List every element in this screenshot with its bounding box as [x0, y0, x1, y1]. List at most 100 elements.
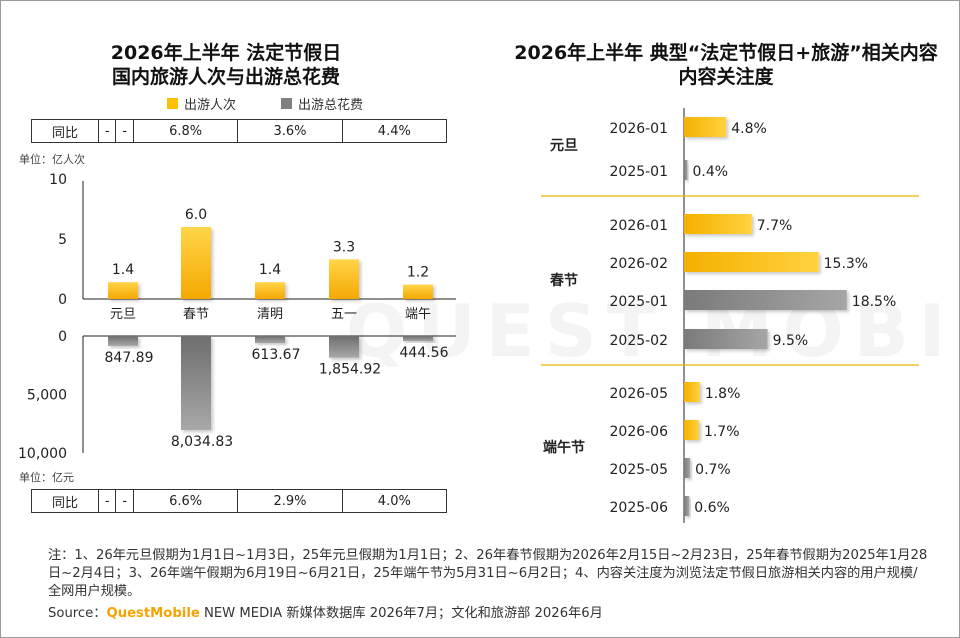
y-tick-label: 10 [49, 172, 67, 188]
bar-spend [329, 336, 359, 358]
period-label: 2025-01 [610, 164, 669, 180]
legend-swatch-trips [167, 98, 178, 109]
bar-attention [684, 329, 768, 349]
yoy-cell: 6.6% [132, 489, 239, 513]
bar-spend [108, 336, 138, 346]
source-prefix: Source： [48, 606, 107, 621]
legend-item-trips: 出游人次 [167, 94, 236, 113]
data-label-attention: 0.7% [695, 462, 731, 478]
group-label: 元旦 [550, 138, 578, 154]
watermark: QUEST MOBILE [346, 289, 959, 373]
bar-attention [684, 458, 691, 478]
y-tick-label: 0 [58, 329, 67, 345]
yoy-table-spend: 同比 - - 6.6% 2.9% 4.0% [31, 489, 448, 513]
bar-attention [684, 496, 690, 516]
yoy-cell: - [115, 119, 134, 143]
right-title-line1: 2026年上半年 典型“法定节假日+旅游”相关内容 [514, 42, 938, 64]
data-label-spend: 847.89 [105, 350, 154, 366]
period-label: 2026-05 [610, 386, 669, 402]
data-label-trips: 1.4 [259, 262, 281, 278]
source-rest: NEW MEDIA 新媒体数据库 2026年7月；文化和旅游部 2026年6月 [199, 606, 603, 621]
data-label-spend: 444.56 [400, 345, 449, 361]
bar-attention [684, 382, 700, 402]
y-tick-label: 5,000 [27, 388, 67, 404]
data-label-attention: 0.4% [693, 164, 729, 180]
data-label-spend: 8,034.83 [171, 434, 233, 450]
source-brand: QuestMobile [106, 606, 200, 621]
x-tick-label: 春节 [183, 307, 209, 322]
data-label-trips: 6.0 [185, 207, 207, 223]
legend-swatch-spend [281, 98, 292, 109]
source-line: Source：QuestMobile NEW MEDIA 新媒体数据库 2026… [48, 602, 603, 621]
bar-trips [255, 282, 285, 299]
data-label-attention: 1.7% [704, 424, 740, 440]
data-label-spend: 613.67 [252, 347, 301, 363]
legend-item-spend: 出游总花费 [281, 94, 363, 113]
bar-attention [684, 252, 819, 272]
data-label-spend: 1,854.92 [319, 362, 381, 378]
y-tick-label: 0 [58, 292, 67, 308]
x-tick-label: 端午 [405, 307, 431, 322]
left-title-line1: 2026年上半年 法定节假日 [110, 42, 342, 64]
group-label: 端午节 [543, 439, 585, 456]
legend-label-spend: 出游总花费 [298, 98, 364, 113]
period-label: 2025-02 [610, 333, 669, 349]
data-label-attention: 0.6% [694, 500, 730, 516]
period-label: 2026-02 [610, 256, 669, 272]
bar-trips [108, 282, 138, 299]
bar-trips [329, 259, 359, 299]
table-row: 同比 - - 6.6% 2.9% 4.0% [31, 489, 448, 513]
unit-label-spend: 单位：亿元 [19, 471, 74, 484]
bar-attention [684, 160, 688, 180]
x-tick-label: 元旦 [110, 307, 136, 322]
bar-spend [181, 336, 211, 431]
period-label: 2025-06 [610, 500, 669, 516]
bar-spend [403, 336, 433, 342]
left-title-line2: 国内旅游人次与出游总花费 [111, 66, 340, 88]
period-label: 2025-05 [610, 462, 669, 478]
table-row: 同比 - - 6.8% 3.6% 4.4% [31, 119, 448, 143]
yoy-cell: 4.4% [341, 119, 448, 143]
yoy-cell: - [115, 489, 134, 513]
period-label: 2026-06 [610, 424, 669, 440]
yoy-cell: 2.9% [237, 489, 343, 513]
bar-attention [684, 420, 699, 440]
bar-attention [684, 290, 847, 310]
data-label-attention: 15.3% [824, 256, 868, 272]
bar-trips [403, 284, 433, 299]
y-tick-label: 5 [58, 232, 67, 248]
bar-trips [181, 227, 211, 299]
footnote: 注：1、26年元旦假期为1月1日~1月3日，25年元旦假期为1月1日；2、26年… [48, 548, 928, 599]
data-label-attention: 9.5% [773, 333, 809, 349]
yoy-label: 同比 [31, 119, 99, 143]
yoy-cell: 3.6% [237, 119, 343, 143]
data-label-trips: 3.3 [333, 239, 355, 255]
x-tick-label: 五一 [331, 307, 357, 322]
data-label-trips: 1.2 [407, 265, 429, 281]
yoy-cell: 6.8% [132, 119, 239, 143]
unit-label-trips: 单位：亿人次 [19, 153, 85, 166]
right-chart-title: 2026年上半年 典型“法定节假日+旅游”相关内容 内容关注度 [491, 41, 959, 89]
x-tick-label: 清明 [257, 307, 283, 322]
yoy-cell: 4.0% [341, 489, 448, 513]
bar-spend [255, 336, 285, 344]
data-label-attention: 7.7% [757, 218, 793, 234]
data-label-attention: 4.8% [731, 121, 767, 137]
group-label: 春节 [549, 272, 578, 289]
data-label-attention: 1.8% [705, 386, 741, 402]
data-label-trips: 1.4 [112, 262, 134, 278]
right-title-line2: 内容关注度 [678, 66, 774, 88]
yoy-table-trips: 同比 - - 6.8% 3.6% 4.4% [31, 119, 448, 143]
data-label-attention: 18.5% [852, 294, 896, 310]
period-label: 2026-01 [610, 218, 669, 234]
bar-attention [684, 117, 727, 137]
yoy-cell: - [97, 119, 117, 143]
legend-label-trips: 出游人次 [184, 98, 237, 113]
period-label: 2025-01 [610, 294, 669, 310]
y-tick-label: 10,000 [18, 446, 67, 462]
period-label: 2026-01 [610, 121, 669, 137]
left-chart-title: 2026年上半年 法定节假日 国内旅游人次与出游总花费 [61, 41, 391, 89]
bar-attention [684, 214, 752, 234]
